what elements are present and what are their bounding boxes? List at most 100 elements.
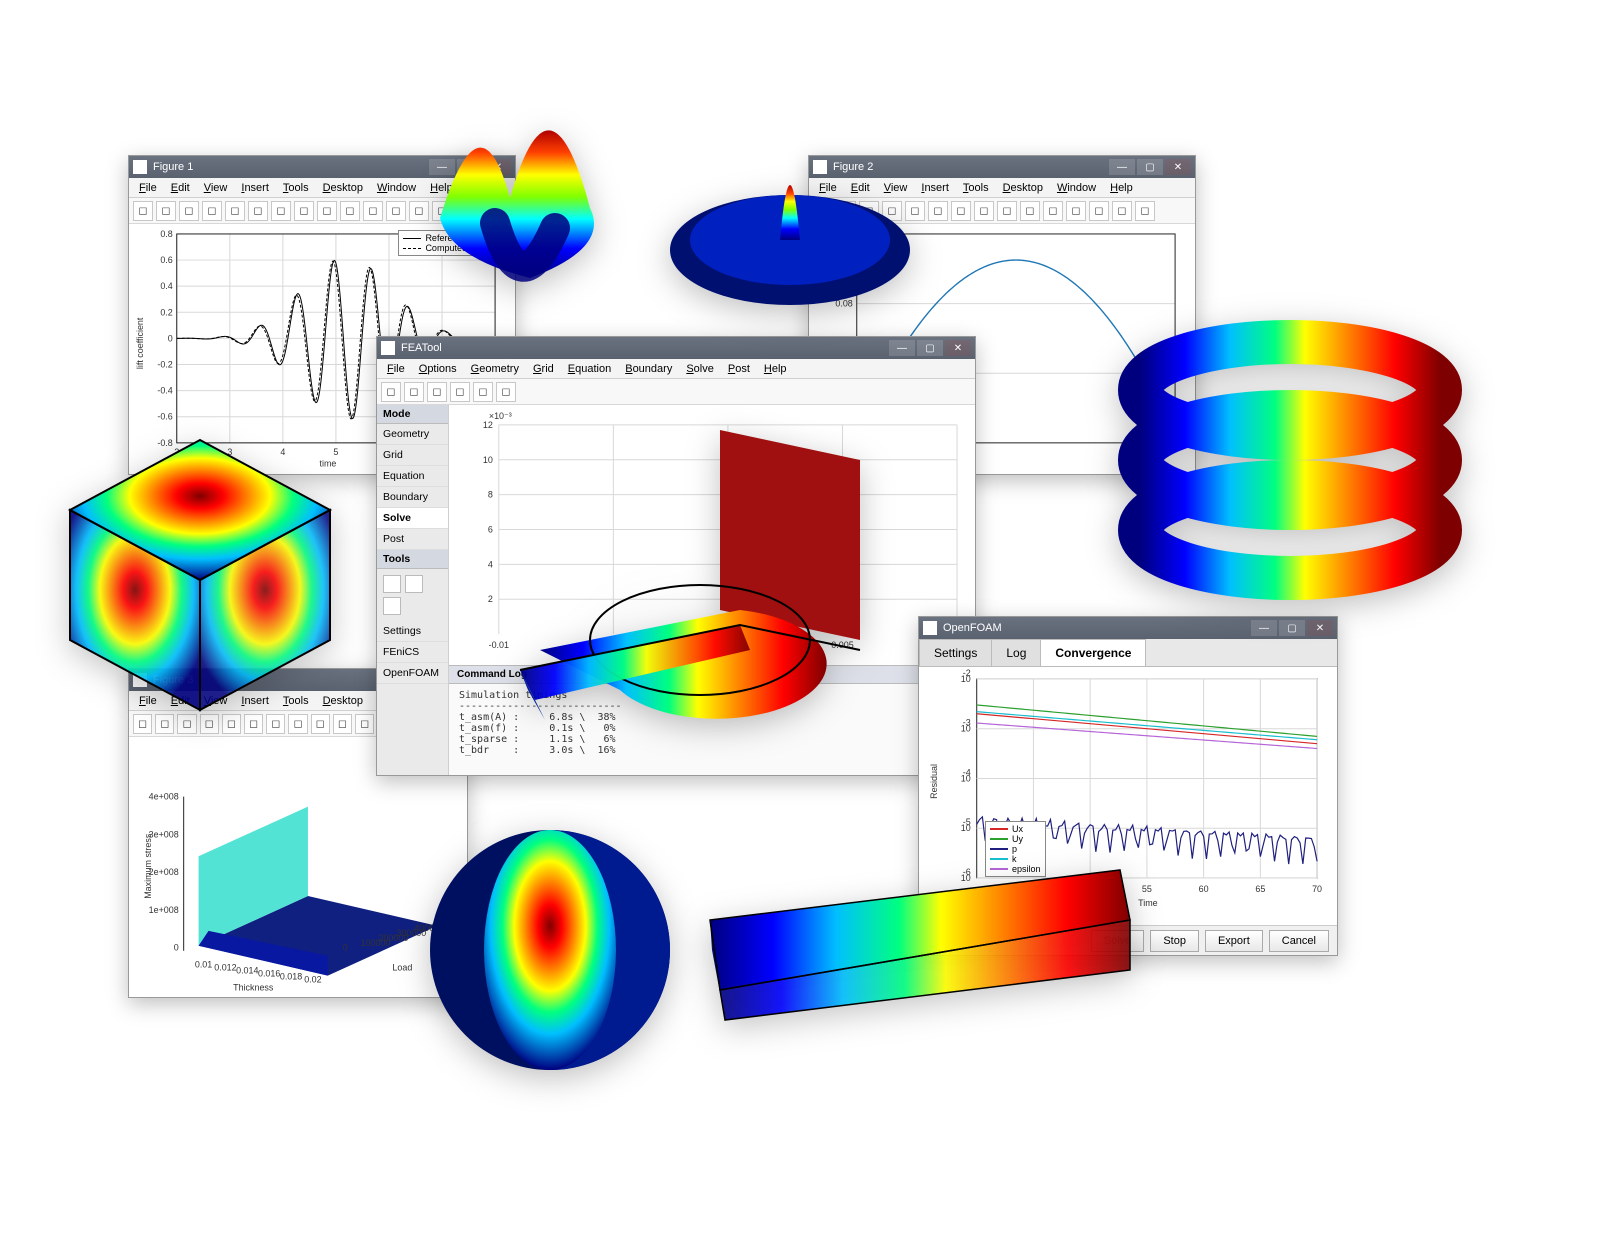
minimize-button[interactable]: —: [429, 159, 455, 175]
new-icon[interactable]: ◻: [133, 714, 152, 734]
zoom-in-icon[interactable]: ◻: [222, 714, 241, 734]
save-icon[interactable]: ◻: [179, 201, 199, 221]
menu-file[interactable]: File: [813, 180, 843, 196]
menu-desktop[interactable]: Desktop: [997, 180, 1049, 196]
mode-boundary[interactable]: Boundary: [377, 487, 448, 508]
minimize-button[interactable]: —: [1251, 620, 1277, 636]
colorbar-icon[interactable]: ◻: [1043, 201, 1063, 221]
open-icon[interactable]: ◻: [404, 382, 424, 402]
maximize-button[interactable]: ▢: [457, 159, 483, 175]
close-button[interactable]: ✕: [1307, 620, 1333, 636]
save-icon[interactable]: ◻: [177, 714, 196, 734]
tab-convergence[interactable]: Convergence: [1040, 639, 1146, 666]
menu-edit[interactable]: Edit: [165, 693, 196, 709]
menu-insert[interactable]: Insert: [915, 180, 955, 196]
mode-solve[interactable]: Solve: [377, 508, 448, 529]
menu-solve[interactable]: Solve: [680, 361, 720, 377]
menu-edit[interactable]: Edit: [165, 180, 196, 196]
open-icon[interactable]: ◻: [156, 201, 176, 221]
brush-icon[interactable]: ◻: [333, 714, 352, 734]
extra-settings[interactable]: Settings: [377, 621, 448, 642]
menu-view[interactable]: View: [198, 180, 234, 196]
grid-icon[interactable]: ◻: [409, 201, 429, 221]
cancel-button[interactable]: Cancel: [1269, 930, 1329, 952]
tool-icon[interactable]: [405, 575, 423, 593]
pan-icon[interactable]: ◻: [271, 201, 291, 221]
menu-tools[interactable]: Tools: [277, 180, 315, 196]
brush-icon[interactable]: ◻: [1020, 201, 1040, 221]
tool-icon[interactable]: [383, 575, 401, 593]
pan-icon[interactable]: ◻: [951, 201, 971, 221]
maximize-button[interactable]: ▢: [1279, 620, 1305, 636]
menu-help[interactable]: Help: [424, 180, 459, 196]
menu-edit[interactable]: Edit: [845, 180, 876, 196]
menu-desktop[interactable]: Desktop: [317, 693, 369, 709]
close-button[interactable]: ✕: [485, 159, 511, 175]
menu-window[interactable]: Window: [1051, 180, 1102, 196]
colorbar-icon[interactable]: ◻: [355, 714, 374, 734]
pan-icon[interactable]: ◻: [473, 382, 493, 402]
print-icon[interactable]: ◻: [200, 714, 219, 734]
cursor-icon[interactable]: ◻: [997, 201, 1017, 221]
print-icon[interactable]: ◻: [202, 201, 222, 221]
zoom-in-icon[interactable]: ◻: [905, 201, 925, 221]
zoom-in-icon[interactable]: ◻: [225, 201, 245, 221]
legend-icon[interactable]: ◻: [1066, 201, 1086, 221]
figure1-titlebar[interactable]: Figure 1 — ▢ ✕: [129, 156, 515, 178]
export-button[interactable]: Export: [1205, 930, 1263, 952]
openfoam-titlebar[interactable]: OpenFOAM — ▢ ✕: [919, 617, 1337, 639]
home-icon[interactable]: ◻: [1135, 201, 1155, 221]
maximize-button[interactable]: ▢: [1137, 159, 1163, 175]
close-button[interactable]: ✕: [1165, 159, 1191, 175]
new-icon[interactable]: ◻: [133, 201, 153, 221]
brush-icon[interactable]: ◻: [340, 201, 360, 221]
print-icon[interactable]: ◻: [882, 201, 902, 221]
menu-help[interactable]: Help: [1104, 180, 1139, 196]
grid-icon[interactable]: ◻: [1089, 201, 1109, 221]
link-icon[interactable]: ◻: [1112, 201, 1132, 221]
tool-icon[interactable]: [383, 597, 401, 615]
menu-file[interactable]: File: [381, 361, 411, 377]
menu-window[interactable]: Window: [371, 180, 422, 196]
zoom-out-icon[interactable]: ◻: [244, 714, 263, 734]
rotate-icon[interactable]: ◻: [288, 714, 307, 734]
mode-grid[interactable]: Grid: [377, 445, 448, 466]
close-button[interactable]: ✕: [945, 340, 971, 356]
mode-geometry[interactable]: Geometry: [377, 424, 448, 445]
menu-view[interactable]: View: [198, 693, 234, 709]
minimize-button[interactable]: —: [1109, 159, 1135, 175]
extra-openfoam[interactable]: OpenFOAM: [377, 663, 448, 684]
extra-fenics[interactable]: FEniCS: [377, 642, 448, 663]
legend-icon[interactable]: ◻: [386, 201, 406, 221]
menu-options[interactable]: Options: [413, 361, 463, 377]
tab-log[interactable]: Log: [991, 639, 1041, 666]
menu-equation[interactable]: Equation: [562, 361, 617, 377]
zoom-out-icon[interactable]: ◻: [248, 201, 268, 221]
zoom-out-icon[interactable]: ◻: [928, 201, 948, 221]
menu-file[interactable]: File: [133, 180, 163, 196]
menu-file[interactable]: File: [133, 693, 163, 709]
pan-icon[interactable]: ◻: [266, 714, 285, 734]
open-icon[interactable]: ◻: [155, 714, 174, 734]
menu-help[interactable]: Help: [758, 361, 793, 377]
mode-equation[interactable]: Equation: [377, 466, 448, 487]
maximize-button[interactable]: ▢: [917, 340, 943, 356]
menu-tools[interactable]: Tools: [277, 693, 315, 709]
stop-button[interactable]: Stop: [1150, 930, 1199, 952]
mode-post[interactable]: Post: [377, 529, 448, 550]
menu-view[interactable]: View: [878, 180, 914, 196]
featool-titlebar[interactable]: FEATool — ▢ ✕: [377, 337, 975, 359]
cursor-icon[interactable]: ◻: [317, 201, 337, 221]
open-icon[interactable]: ◻: [836, 201, 856, 221]
tab-settings[interactable]: Settings: [919, 639, 992, 666]
menu-post[interactable]: Post: [722, 361, 756, 377]
new-icon[interactable]: ◻: [381, 382, 401, 402]
home-icon[interactable]: ◻: [455, 201, 475, 221]
menu-boundary[interactable]: Boundary: [619, 361, 678, 377]
zoom-icon[interactable]: ◻: [450, 382, 470, 402]
new-icon[interactable]: ◻: [813, 201, 833, 221]
menu-insert[interactable]: Insert: [235, 693, 275, 709]
menu-insert[interactable]: Insert: [235, 180, 275, 196]
save-icon[interactable]: ◻: [427, 382, 447, 402]
rotate-icon[interactable]: ◻: [496, 382, 516, 402]
